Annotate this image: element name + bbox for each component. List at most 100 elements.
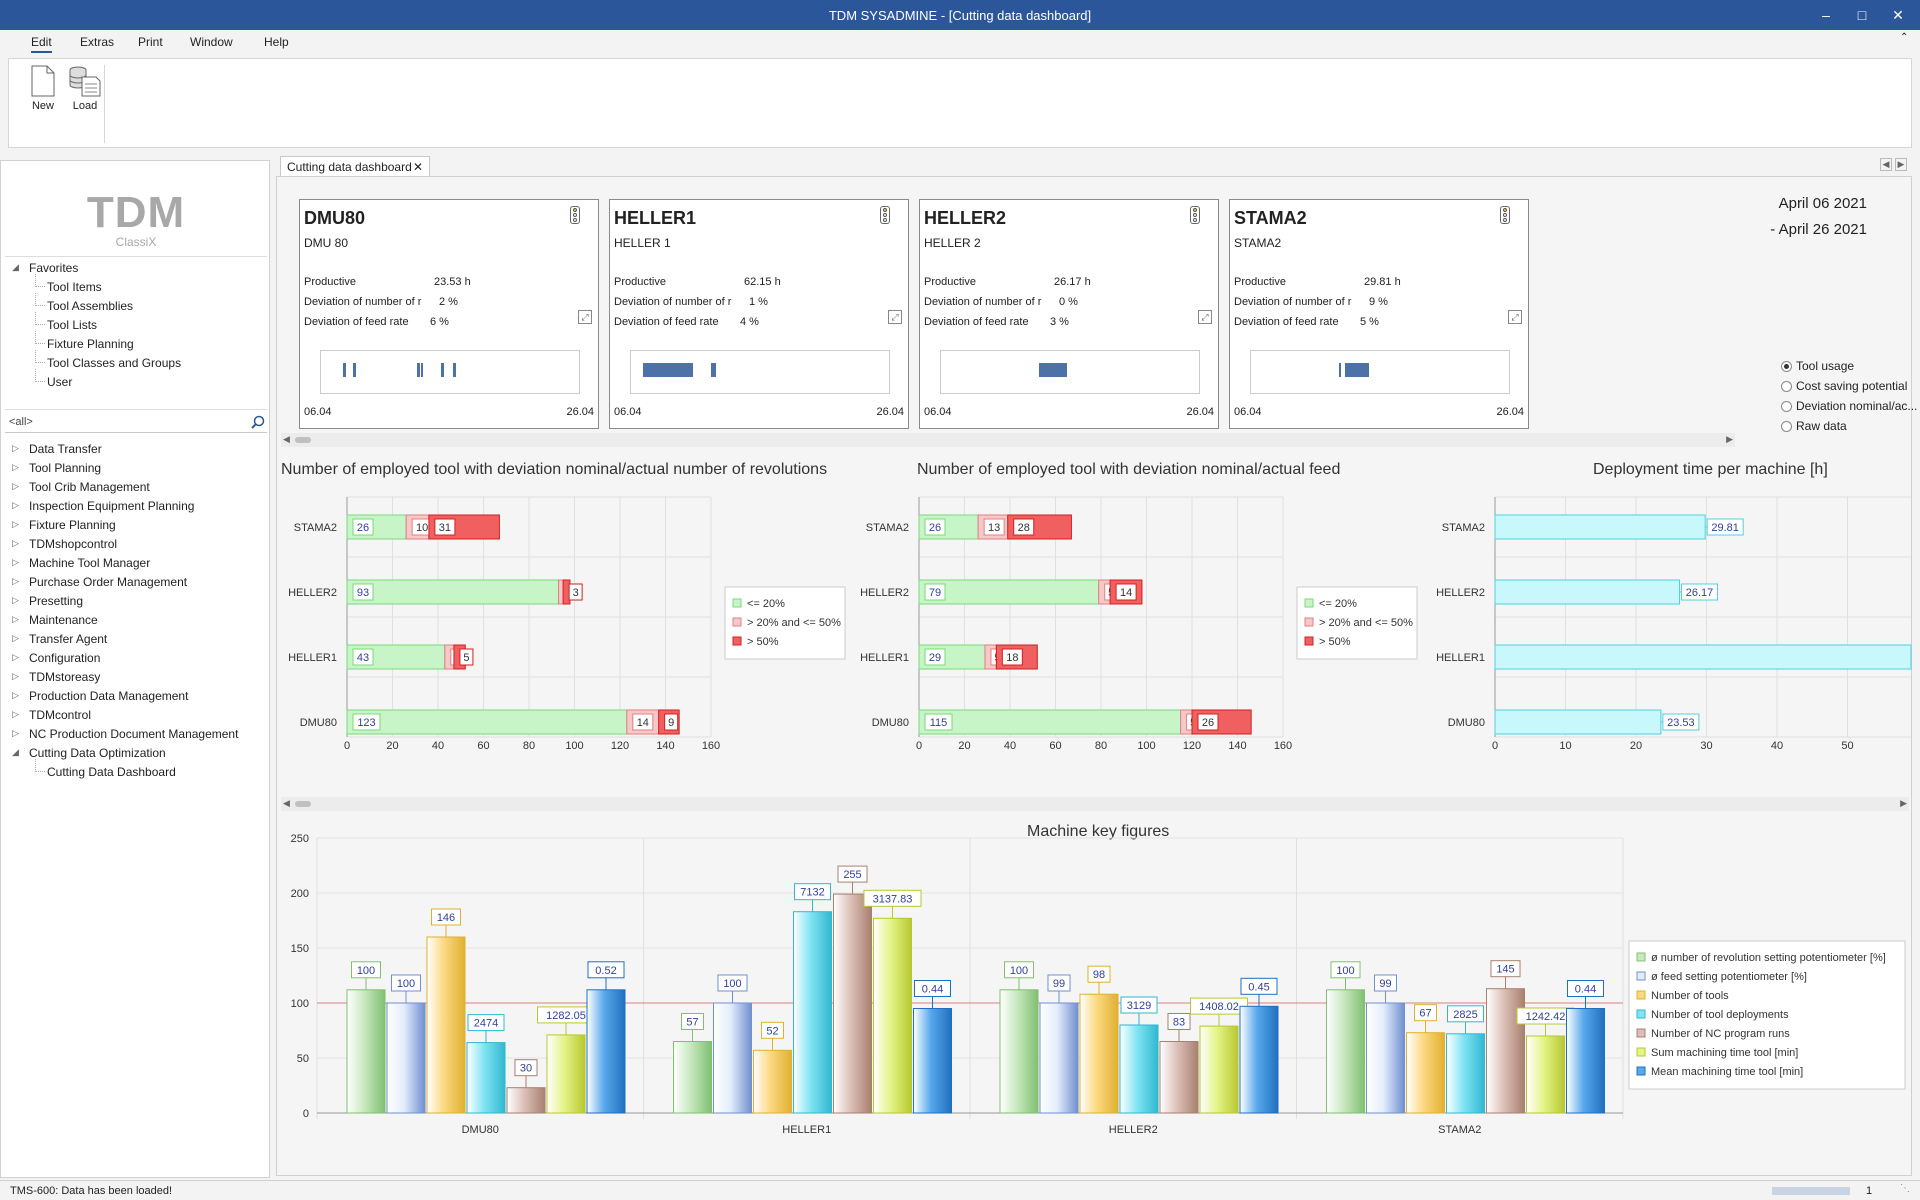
- key-figure-bar[interactable]: [1366, 1002, 1405, 1114]
- bar-segment[interactable]: [346, 579, 560, 605]
- key-figure-bar[interactable]: [913, 1008, 952, 1114]
- view-option-radio[interactable]: Cost saving potential: [1781, 379, 1917, 399]
- key-figure-bar[interactable]: [386, 1002, 426, 1114]
- key-figure-bar[interactable]: [1159, 1041, 1199, 1114]
- key-figure-bar[interactable]: [426, 936, 466, 1114]
- favorite-item[interactable]: Tool Items: [47, 280, 102, 294]
- expand-icon[interactable]: ▷: [12, 671, 19, 681]
- key-figure-bar[interactable]: [673, 1041, 712, 1114]
- load-button[interactable]: Load: [65, 65, 105, 112]
- expand-icon[interactable]: ▷: [12, 595, 19, 605]
- module-item[interactable]: Fixture Planning: [29, 518, 116, 532]
- key-figure-bar[interactable]: [506, 1087, 546, 1114]
- key-figure-bar[interactable]: [753, 1049, 792, 1114]
- tab-scroll-left-icon[interactable]: ◀: [1880, 158, 1892, 171]
- key-figure-bar[interactable]: [586, 989, 626, 1114]
- bar-segment[interactable]: [346, 709, 628, 735]
- scroll-thumb[interactable]: [295, 437, 311, 443]
- menu-window[interactable]: Window: [190, 35, 233, 49]
- scroll-right-icon[interactable]: ▶: [1900, 798, 1907, 808]
- key-figure-bar[interactable]: [1406, 1032, 1445, 1114]
- key-figure-bar[interactable]: [1239, 1005, 1279, 1114]
- key-figure-bar[interactable]: [1486, 988, 1525, 1114]
- machine-card[interactable]: HELLER1 HELLER 1 Productive 62.15 h Devi…: [609, 199, 909, 429]
- expand-icon[interactable]: ▷: [12, 614, 19, 624]
- collapse-favorites-icon[interactable]: ◢: [12, 262, 19, 272]
- tab-cutting-data-dashboard[interactable]: Cutting data dashboard ✕: [280, 156, 430, 176]
- module-item[interactable]: Transfer Agent: [29, 632, 108, 646]
- key-figure-bar[interactable]: [1039, 1002, 1079, 1114]
- search-icon[interactable]: [251, 415, 265, 429]
- collapse-ribbon-icon[interactable]: ⌃: [1900, 32, 1909, 43]
- module-item[interactable]: Data Transfer: [29, 442, 102, 456]
- minimize-icon[interactable]: –: [1822, 7, 1830, 23]
- module-item[interactable]: TDMstoreasy: [29, 670, 101, 684]
- view-option-radio[interactable]: Tool usage: [1781, 359, 1917, 379]
- scroll-thumb[interactable]: [295, 801, 311, 807]
- module-item[interactable]: Cutting Data Optimization: [29, 746, 166, 760]
- key-figure-bar[interactable]: [873, 917, 912, 1114]
- maximize-icon[interactable]: □: [1857, 7, 1867, 23]
- expand-icon[interactable]: ▷: [12, 690, 19, 700]
- expand-icon[interactable]: ▷: [12, 519, 19, 529]
- expand-icon[interactable]: ▷: [12, 481, 19, 491]
- module-item[interactable]: Machine Tool Manager: [29, 556, 151, 570]
- deployment-bar[interactable]: [1494, 644, 1912, 670]
- favorites-header[interactable]: Favorites: [29, 261, 79, 275]
- key-figure-bar[interactable]: [1079, 993, 1119, 1114]
- close-icon[interactable]: ✕: [1892, 7, 1904, 23]
- module-item[interactable]: NC Production Document Management: [29, 727, 239, 741]
- module-item[interactable]: Purchase Order Management: [29, 575, 188, 589]
- machine-card[interactable]: DMU80 DMU 80 Productive 23.53 h Deviatio…: [299, 199, 599, 429]
- scroll-right-icon[interactable]: ▶: [1726, 434, 1733, 444]
- favorite-item[interactable]: Tool Classes and Groups: [47, 356, 182, 370]
- expand-icon[interactable]: ▷: [12, 728, 19, 738]
- scroll-left-icon[interactable]: ◀: [283, 798, 290, 808]
- expand-icon[interactable]: ▷: [12, 500, 19, 510]
- favorite-item[interactable]: Tool Assemblies: [47, 299, 134, 313]
- key-figure-bar[interactable]: [713, 1002, 752, 1114]
- sub-item-cutting-data-dashboard[interactable]: Cutting Data Dashboard: [47, 765, 176, 779]
- expand-icon[interactable]: ▷: [12, 709, 19, 719]
- machine-card[interactable]: HELLER2 HELLER 2 Productive 26.17 h Devi…: [919, 199, 1219, 429]
- expand-icon[interactable]: ▷: [12, 462, 19, 472]
- module-item[interactable]: Inspection Equipment Planning: [29, 499, 195, 513]
- key-figure-bar[interactable]: [546, 1034, 586, 1114]
- cards-scrollbar[interactable]: ◀ ▶: [281, 433, 1735, 447]
- scroll-left-icon[interactable]: ◀: [283, 434, 290, 444]
- bar-segment[interactable]: [558, 579, 564, 605]
- expand-icon[interactable]: ⤢: [1198, 310, 1212, 324]
- expand-icon[interactable]: ⤢: [888, 310, 902, 324]
- module-item[interactable]: Production Data Management: [29, 689, 189, 703]
- module-item[interactable]: Tool Crib Management: [29, 480, 150, 494]
- view-option-radio[interactable]: Deviation nominal/ac...: [1781, 399, 1917, 419]
- expand-icon[interactable]: ▷: [12, 538, 19, 548]
- key-figure-bar[interactable]: [1526, 1035, 1565, 1114]
- menu-extras[interactable]: Extras: [80, 35, 115, 49]
- resize-grip-icon[interactable]: ⋱: [1900, 1183, 1910, 1194]
- key-figure-bar[interactable]: [999, 989, 1039, 1114]
- key-figure-bar[interactable]: [1446, 1033, 1485, 1114]
- close-tab-icon[interactable]: ✕: [412, 160, 423, 174]
- menu-help[interactable]: Help: [264, 35, 289, 49]
- key-figure-bar[interactable]: [1566, 1008, 1605, 1114]
- module-item[interactable]: Configuration: [29, 651, 101, 665]
- favorite-item[interactable]: Tool Lists: [47, 318, 98, 332]
- bar-segment[interactable]: [918, 579, 1100, 605]
- module-item[interactable]: Maintenance: [29, 613, 98, 627]
- key-figure-bar[interactable]: [1326, 989, 1365, 1114]
- new-button[interactable]: New: [23, 65, 63, 112]
- expand-icon[interactable]: ▷: [12, 633, 19, 643]
- expand-icon[interactable]: ▷: [12, 652, 19, 662]
- favorite-item[interactable]: User: [47, 375, 73, 389]
- expand-icon[interactable]: ▷: [12, 443, 19, 453]
- menu-print[interactable]: Print: [138, 35, 163, 49]
- view-option-radio[interactable]: Raw data: [1781, 419, 1917, 439]
- favorite-item[interactable]: Fixture Planning: [47, 337, 134, 351]
- key-figure-bar[interactable]: [1119, 1024, 1159, 1114]
- module-item[interactable]: TDMshopcontrol: [29, 537, 118, 551]
- key-figure-bar[interactable]: [833, 893, 872, 1114]
- expand-icon[interactable]: ▷: [12, 557, 19, 567]
- module-item[interactable]: Presetting: [29, 594, 84, 608]
- menu-edit[interactable]: Edit: [31, 35, 52, 53]
